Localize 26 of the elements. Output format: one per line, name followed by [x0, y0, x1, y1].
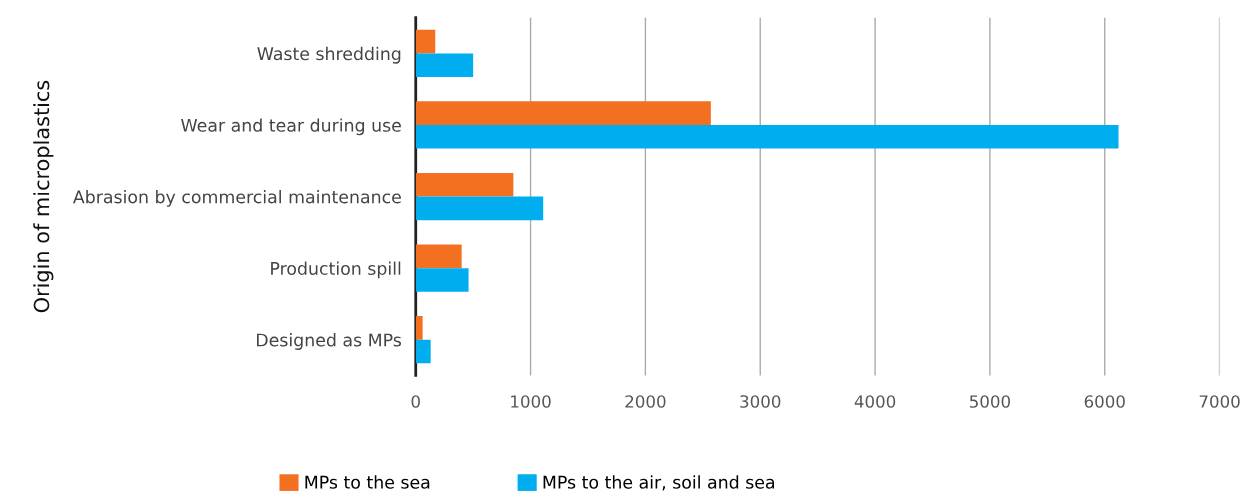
x-tick-label: 3000 [740, 395, 781, 408]
y-tick-label: Production spill [271, 261, 401, 279]
bar [415, 244, 462, 269]
bar [415, 29, 436, 54]
bar [415, 339, 431, 364]
x-tick-label: 6000 [1084, 395, 1125, 408]
legend-label: MPs to the sea [305, 475, 430, 489]
y-tick-label: Designed as MPs [257, 333, 401, 350]
legend-label: MPs to the air, soil and sea [543, 475, 775, 491]
bar [415, 196, 544, 221]
x-tick-label: 5000 [969, 395, 1011, 408]
bar [415, 172, 514, 197]
bar [415, 124, 1119, 149]
bar [415, 53, 474, 78]
y-tick-label: Wear and tear during use [181, 118, 401, 136]
bar [415, 101, 711, 125]
x-tick-label: 1000 [511, 395, 551, 408]
y-tick-label: Waste shredding [257, 46, 401, 64]
x-tick-label: 4000 [854, 395, 896, 408]
y-tick-label: Abrasion by commercial maintenance [72, 189, 401, 207]
x-tick-label: 7000 [1199, 395, 1240, 408]
bar [415, 316, 423, 340]
x-tick-label: 0 [411, 395, 420, 408]
x-tick-label: 2000 [625, 395, 666, 408]
bar [415, 268, 469, 292]
y-axis-title: Origin of microplastics [33, 80, 54, 313]
